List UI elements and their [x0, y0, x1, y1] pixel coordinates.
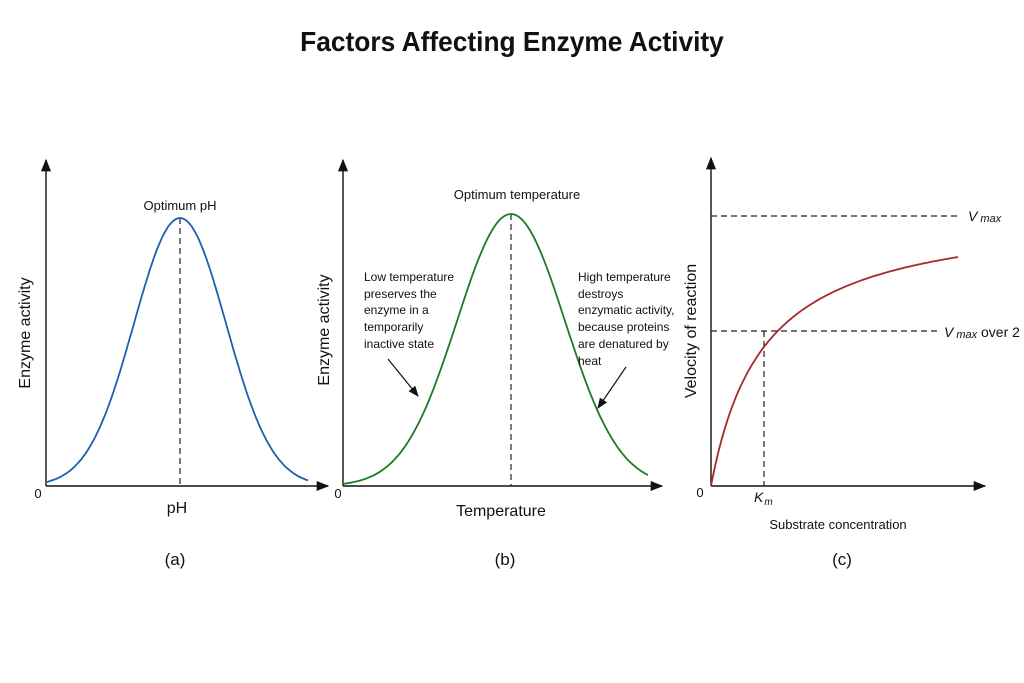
panel-a-origin: 0	[34, 486, 41, 501]
high-note-line: are denatured by	[578, 337, 669, 351]
panel-c-caption: (c)	[832, 550, 852, 569]
high-note-line: destroys	[578, 287, 623, 301]
km-label: Km	[754, 489, 773, 508]
page-title: Factors Affecting Enzyme Activity	[300, 26, 724, 57]
panel-a-caption: (a)	[165, 550, 186, 569]
panel-b-temperature-curve	[342, 213, 649, 485]
panel-b: Optimum temperature 0 Temperature Enzyme…	[316, 158, 674, 569]
panel-c-velocity-curve	[710, 256, 959, 487]
panel-a: Optimum pH 0 pH Enzyme activity (a)	[17, 158, 330, 569]
panel-b-optimum-label: Optimum temperature	[454, 187, 580, 202]
high-note-line: heat	[578, 354, 602, 368]
panel-a-y-label: Enzyme activity	[17, 277, 34, 388]
high-note-arrow	[597, 366, 627, 409]
panel-a-ph-curve	[45, 217, 309, 483]
panel-b-caption: (b)	[495, 550, 516, 569]
low-note-line: Low temperature	[364, 270, 454, 284]
panel-a-optimum-label: Optimum pH	[144, 198, 217, 213]
high-temperature-note: High temperature destroys enzymatic acti…	[578, 270, 674, 368]
low-note-line: preserves the	[364, 287, 437, 301]
high-note-line: because proteins	[578, 320, 669, 334]
low-temperature-note: Low temperature preserves the enzyme in …	[364, 270, 454, 351]
panel-c-y-label: Velocity of reaction	[683, 264, 700, 398]
panel-a-x-label: pH	[167, 500, 187, 517]
panel-c-origin: 0	[696, 485, 703, 500]
low-note-line: enzyme in a	[364, 303, 429, 317]
panel-b-y-label: Enzyme activity	[316, 274, 333, 385]
low-note-arrow	[387, 358, 419, 397]
panel-b-x-label: Temperature	[456, 503, 546, 520]
low-note-line: temporarily	[364, 320, 423, 334]
low-note-line: inactive state	[364, 337, 434, 351]
panel-b-origin: 0	[334, 486, 341, 501]
high-note-line: High temperature	[578, 270, 671, 284]
panel-c-x-label: Substrate concentration	[769, 517, 906, 532]
high-note-line: enzymatic activity,	[578, 303, 674, 317]
